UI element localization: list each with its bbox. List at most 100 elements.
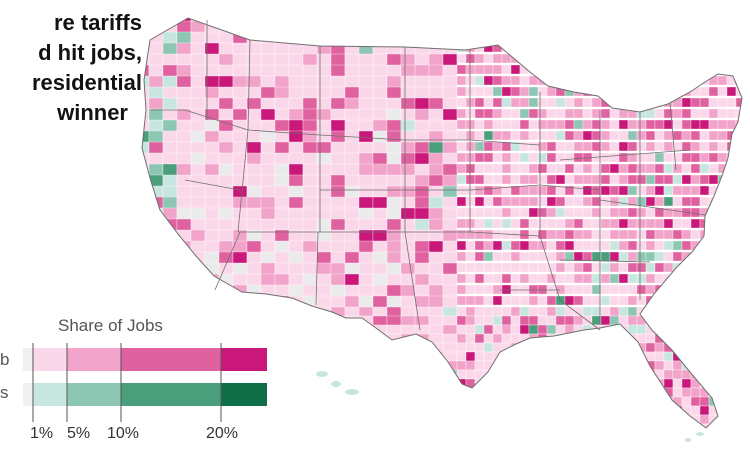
headline-line-4: winner bbox=[57, 100, 128, 125]
county-cell bbox=[609, 130, 620, 141]
county-cell bbox=[564, 229, 575, 240]
county-cell bbox=[663, 130, 674, 141]
county-cell bbox=[492, 273, 503, 284]
county-cell bbox=[564, 306, 575, 317]
county-cell bbox=[555, 306, 566, 317]
county-cell bbox=[627, 130, 638, 141]
county-cell bbox=[456, 141, 467, 152]
county-cell bbox=[501, 333, 512, 344]
county-cell bbox=[681, 218, 692, 229]
county-cell bbox=[573, 229, 584, 240]
county-cell bbox=[582, 251, 593, 262]
county-cell bbox=[555, 229, 566, 240]
county-cell bbox=[474, 333, 485, 344]
county-cell bbox=[546, 97, 557, 108]
county-cell bbox=[573, 262, 584, 273]
county-cell bbox=[582, 174, 593, 185]
county-cell bbox=[465, 369, 476, 380]
county-cell bbox=[492, 86, 503, 97]
county-cell bbox=[519, 152, 530, 163]
county-cell bbox=[573, 251, 584, 262]
county-cell bbox=[510, 174, 521, 185]
county-cell bbox=[456, 295, 467, 306]
county-cell bbox=[519, 207, 530, 218]
county-cell bbox=[690, 229, 701, 240]
county-cell bbox=[537, 97, 548, 108]
county-cell bbox=[582, 295, 593, 306]
county-cell bbox=[528, 185, 539, 196]
county-cell bbox=[699, 86, 710, 97]
state-border bbox=[184, 109, 249, 131]
county-cell bbox=[483, 351, 494, 362]
county-cell bbox=[699, 423, 710, 428]
county-cell bbox=[618, 273, 629, 284]
county-cell bbox=[510, 108, 521, 119]
county-cell bbox=[546, 86, 557, 97]
county-cell bbox=[690, 163, 701, 174]
county-cell bbox=[465, 86, 476, 97]
legend-tick-5pct: 5% bbox=[67, 425, 91, 442]
county-cell bbox=[483, 262, 494, 273]
county-cell bbox=[501, 196, 512, 207]
county-cell bbox=[600, 207, 611, 218]
county-cell bbox=[474, 342, 485, 353]
county-cell bbox=[636, 141, 647, 152]
county-cell bbox=[573, 315, 584, 326]
county-cell bbox=[564, 152, 575, 163]
county-cell bbox=[645, 262, 656, 273]
county-cell bbox=[645, 130, 656, 141]
county-cell bbox=[627, 251, 638, 262]
headline: re tariffs d hit jobs, residential winne… bbox=[0, 8, 142, 128]
county-cell bbox=[465, 53, 476, 64]
county-cell bbox=[474, 262, 485, 273]
county-cell bbox=[627, 163, 638, 174]
state-border bbox=[184, 179, 241, 191]
county-cell bbox=[492, 306, 503, 317]
county-cell bbox=[528, 97, 539, 108]
county-cell bbox=[627, 306, 638, 317]
county-cell bbox=[636, 240, 647, 251]
county-cell bbox=[582, 141, 593, 152]
county-cell bbox=[708, 152, 719, 163]
county-cell bbox=[537, 108, 548, 119]
county-cell bbox=[510, 306, 521, 317]
county-cell bbox=[609, 240, 620, 251]
county-cell bbox=[663, 108, 674, 119]
county-cell bbox=[456, 185, 467, 196]
county-cell bbox=[474, 360, 485, 371]
state-border bbox=[247, 129, 321, 136]
county-cell bbox=[609, 185, 620, 196]
county-cell bbox=[519, 324, 530, 335]
county-cell bbox=[483, 207, 494, 218]
county-cell bbox=[474, 351, 485, 362]
county-cell bbox=[537, 324, 548, 335]
county-cell bbox=[663, 378, 674, 389]
county-cell bbox=[582, 163, 593, 174]
county-cell bbox=[609, 251, 620, 262]
county-cell bbox=[483, 284, 494, 295]
county-cell bbox=[564, 97, 575, 108]
county-cell bbox=[654, 108, 665, 119]
county-cell bbox=[456, 163, 467, 174]
county-cell bbox=[555, 196, 566, 207]
county-cell bbox=[690, 207, 701, 218]
county-cell bbox=[501, 306, 512, 317]
county-cell bbox=[519, 284, 530, 295]
county-cell bbox=[672, 108, 683, 119]
county-cell bbox=[699, 414, 710, 425]
county-cell bbox=[492, 141, 503, 152]
county-cell bbox=[474, 196, 485, 207]
county-cell bbox=[537, 119, 548, 130]
county-cell bbox=[564, 251, 575, 262]
county-cell bbox=[546, 315, 557, 326]
county-cell bbox=[672, 185, 683, 196]
county-cell bbox=[465, 163, 476, 174]
county-cell bbox=[600, 141, 611, 152]
county-cell bbox=[681, 108, 692, 119]
county-cell bbox=[456, 324, 467, 335]
county-cell bbox=[492, 119, 503, 130]
county-cell bbox=[474, 75, 485, 86]
county-cell bbox=[564, 196, 575, 207]
county-cell bbox=[627, 315, 638, 326]
county-cell bbox=[636, 207, 647, 218]
